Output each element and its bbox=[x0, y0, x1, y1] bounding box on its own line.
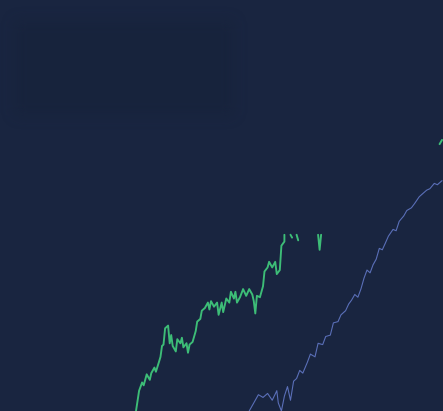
series-line-6 bbox=[440, 140, 442, 144]
series-line-1 bbox=[136, 235, 284, 411]
series-line-4 bbox=[318, 235, 321, 250]
series-line-5 bbox=[249, 181, 442, 411]
series-line-2 bbox=[291, 235, 293, 238]
series-line-3 bbox=[297, 235, 299, 241]
